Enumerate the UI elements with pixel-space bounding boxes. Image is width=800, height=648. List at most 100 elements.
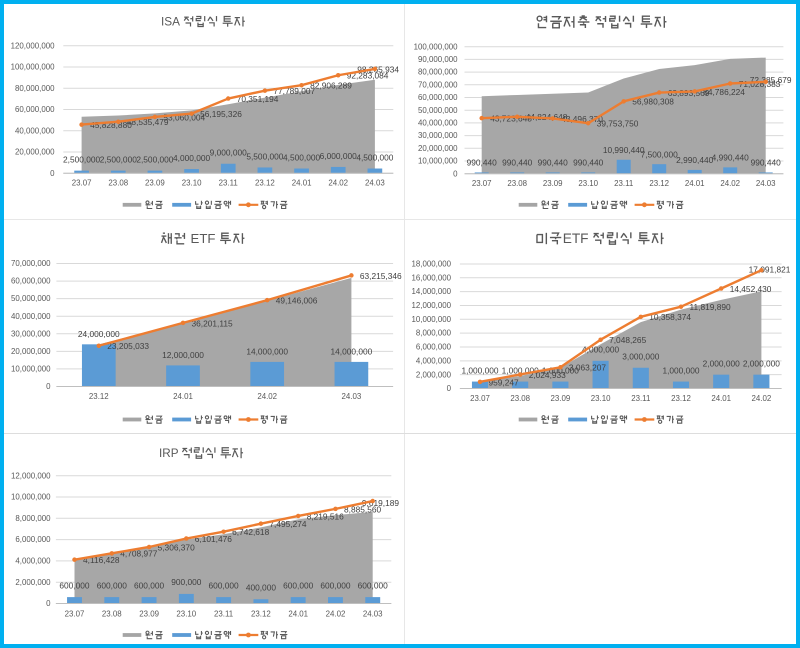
svg-text:10,358,374: 10,358,374 <box>649 312 691 322</box>
svg-text:14,452,430: 14,452,430 <box>730 284 772 294</box>
svg-text:23.09: 23.09 <box>139 609 159 618</box>
svg-text:4,708,977: 4,708,977 <box>120 549 157 559</box>
svg-text:8,000,000: 8,000,000 <box>416 329 452 338</box>
svg-text:56,980,308: 56,980,308 <box>632 97 674 107</box>
svg-text:ETF: ETF <box>563 231 593 246</box>
svg-text:23.12: 23.12 <box>251 609 271 618</box>
svg-text:23.09: 23.09 <box>145 179 165 188</box>
svg-text:600,000: 600,000 <box>320 580 351 590</box>
svg-text:92,283,084: 92,283,084 <box>347 71 389 81</box>
svg-text:11,819,890: 11,819,890 <box>690 302 731 312</box>
svg-text:63,215,346: 63,215,346 <box>360 271 402 281</box>
svg-text:100,000,000: 100,000,000 <box>11 63 55 72</box>
svg-text:4,500,000: 4,500,000 <box>283 153 320 163</box>
svg-text:23.07: 23.07 <box>472 179 492 188</box>
svg-text:36,201,115: 36,201,115 <box>192 318 233 328</box>
svg-text:10,000,000: 10,000,000 <box>11 365 51 374</box>
svg-text:56,195,326: 56,195,326 <box>200 109 242 119</box>
svg-text:24.03: 24.03 <box>342 392 362 401</box>
svg-text:1,000,000: 1,000,000 <box>542 365 579 375</box>
svg-text:6,000,000: 6,000,000 <box>15 535 51 544</box>
svg-text:30,000,000: 30,000,000 <box>11 329 51 338</box>
svg-text:8,219,516: 8,219,516 <box>307 511 344 521</box>
svg-text:959,247: 959,247 <box>489 377 520 387</box>
svg-text:23.10: 23.10 <box>591 394 611 403</box>
svg-text:4,000,000: 4,000,000 <box>416 356 452 365</box>
svg-text:77,789,007: 77,789,007 <box>273 86 315 96</box>
svg-text:17,091,821: 17,091,821 <box>749 265 791 275</box>
svg-text:990,440: 990,440 <box>573 158 604 168</box>
svg-text:23.12: 23.12 <box>89 392 109 401</box>
svg-text:80,000,000: 80,000,000 <box>418 68 458 77</box>
svg-text:80,000,000: 80,000,000 <box>15 84 55 93</box>
svg-text:4,116,428: 4,116,428 <box>83 555 120 565</box>
svg-text:4,000,000: 4,000,000 <box>173 153 210 163</box>
svg-text:0: 0 <box>50 169 55 178</box>
svg-text:30,000,000: 30,000,000 <box>418 131 458 140</box>
svg-text:2,000,000: 2,000,000 <box>15 578 51 587</box>
svg-text:45,828,880: 45,828,880 <box>90 120 132 130</box>
svg-text:6,000,000: 6,000,000 <box>416 343 452 352</box>
svg-text:4,000,000: 4,000,000 <box>582 345 619 355</box>
svg-text:24.01: 24.01 <box>173 392 193 401</box>
svg-text:3,000,000: 3,000,000 <box>622 352 659 362</box>
svg-text:600,000: 600,000 <box>209 580 240 590</box>
svg-text:8,885,560: 8,885,560 <box>344 504 381 514</box>
svg-text:23.11: 23.11 <box>631 394 650 403</box>
svg-text:10,000,000: 10,000,000 <box>418 157 458 166</box>
svg-text:0: 0 <box>447 384 452 393</box>
svg-text:2,500,000: 2,500,000 <box>136 155 173 165</box>
svg-text:900,000: 900,000 <box>171 577 202 587</box>
svg-text:14,000,000: 14,000,000 <box>331 347 373 357</box>
svg-text:3,063,207: 3,063,207 <box>569 363 606 373</box>
svg-text:23.07: 23.07 <box>72 179 92 188</box>
svg-text:20,000,000: 20,000,000 <box>418 144 458 153</box>
svg-text:4,500,000: 4,500,000 <box>356 153 393 163</box>
svg-text:6,742,618: 6,742,618 <box>232 527 269 537</box>
svg-text:1,000,000: 1,000,000 <box>461 365 498 375</box>
svg-text:23.08: 23.08 <box>102 609 122 618</box>
svg-text:24.02: 24.02 <box>257 392 277 401</box>
svg-text:24.01: 24.01 <box>288 609 308 618</box>
svg-text:4,000,000: 4,000,000 <box>15 557 51 566</box>
svg-text:23.08: 23.08 <box>108 179 128 188</box>
svg-text:23.11: 23.11 <box>219 179 238 188</box>
svg-text:40,000,000: 40,000,000 <box>418 119 458 128</box>
svg-text:60,000,000: 60,000,000 <box>15 105 55 114</box>
svg-text:400,000: 400,000 <box>246 582 277 592</box>
svg-text:24.03: 24.03 <box>756 179 776 188</box>
svg-text:48,535,479: 48,535,479 <box>127 117 169 127</box>
svg-text:23,205,033: 23,205,033 <box>107 341 149 351</box>
svg-text:20,000,000: 20,000,000 <box>15 148 55 157</box>
svg-text:70,000,000: 70,000,000 <box>418 80 458 89</box>
svg-text:600,000: 600,000 <box>59 580 90 590</box>
svg-text:24.03: 24.03 <box>363 609 383 618</box>
svg-text:23.10: 23.10 <box>182 179 202 188</box>
svg-text:23.08: 23.08 <box>507 179 527 188</box>
svg-text:60,000,000: 60,000,000 <box>418 93 458 102</box>
svg-text:14,000,000: 14,000,000 <box>246 347 288 357</box>
svg-text:8,000,000: 8,000,000 <box>15 514 51 523</box>
svg-text:120,000,000: 120,000,000 <box>11 41 55 50</box>
svg-text:10,000,000: 10,000,000 <box>412 315 452 324</box>
svg-text:7,048,265: 7,048,265 <box>609 335 646 345</box>
svg-text:24.02: 24.02 <box>720 179 740 188</box>
svg-text:2,000,000: 2,000,000 <box>743 359 780 369</box>
svg-text:12,000,000: 12,000,000 <box>11 471 51 480</box>
svg-text:60,000,000: 60,000,000 <box>11 277 51 286</box>
svg-text:5,500,000: 5,500,000 <box>246 152 283 162</box>
svg-text:24.02: 24.02 <box>752 394 772 403</box>
svg-text:50,000,000: 50,000,000 <box>11 294 51 303</box>
svg-text:ETF: ETF <box>187 231 219 246</box>
svg-text:23.11: 23.11 <box>214 609 233 618</box>
svg-text:12,000,000: 12,000,000 <box>162 350 204 360</box>
svg-text:64,786,224: 64,786,224 <box>703 87 745 97</box>
svg-text:24.02: 24.02 <box>328 179 348 188</box>
svg-text:6,000,000: 6,000,000 <box>320 151 357 161</box>
svg-text:71,028,383: 71,028,383 <box>739 79 781 89</box>
svg-text:100,000,000: 100,000,000 <box>414 42 458 51</box>
svg-text:1,000,000: 1,000,000 <box>662 365 699 375</box>
svg-text:20,000,000: 20,000,000 <box>11 347 51 356</box>
svg-text:43,496,370: 43,496,370 <box>561 114 603 124</box>
svg-text:70,000,000: 70,000,000 <box>11 259 51 268</box>
